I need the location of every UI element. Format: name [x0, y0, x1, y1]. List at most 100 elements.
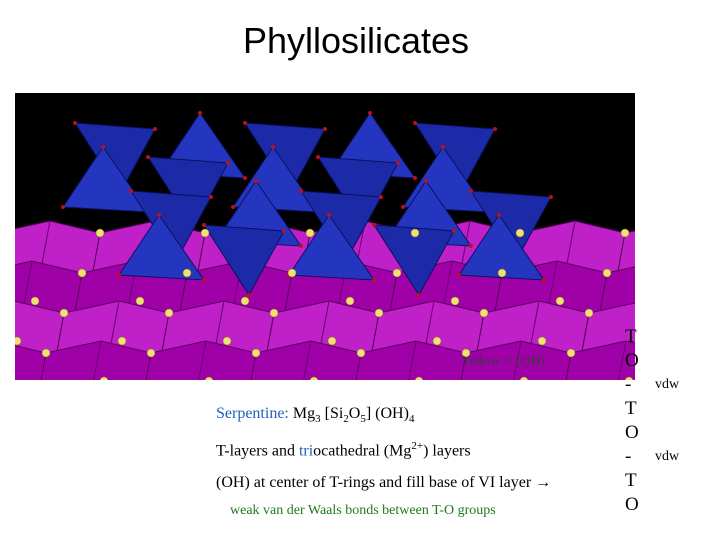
oxygen: [457, 273, 461, 277]
hydroxyl: [117, 336, 127, 346]
layer-label: O: [625, 494, 639, 515]
hydroxyl: [620, 228, 630, 238]
hydroxyl: [479, 308, 489, 318]
oxygen: [101, 145, 105, 149]
oxygen: [413, 121, 417, 125]
hydroxyl: [414, 376, 424, 380]
hydroxyl: [15, 336, 22, 346]
oxygen: [243, 176, 247, 180]
oxygen: [153, 127, 157, 131]
oxygen: [254, 179, 258, 183]
hydroxyl: [59, 308, 69, 318]
structure-image: Yellow = (OH): [15, 93, 635, 380]
stack-row: T: [625, 326, 639, 350]
oxygen: [327, 213, 331, 217]
layer-label: O: [625, 422, 639, 443]
hydroxyl: [287, 268, 297, 278]
oxygen: [202, 223, 206, 227]
octahedron-edge: [408, 340, 417, 380]
hydroxyl: [200, 228, 210, 238]
hydroxyl: [135, 296, 145, 306]
hydroxyl: [519, 376, 529, 380]
stack-row: - vdw: [625, 446, 679, 470]
layer-label: O: [625, 350, 639, 371]
oxygen: [396, 161, 400, 165]
oxygen: [61, 205, 65, 209]
oxygen: [209, 195, 213, 199]
oxygen: [117, 273, 121, 277]
hydroxyl: [584, 308, 594, 318]
hydroxyl: [41, 348, 51, 358]
stack-row: O: [625, 494, 639, 518]
oxygen: [542, 278, 546, 282]
layer-note: vdw: [655, 377, 680, 392]
oxygen: [379, 195, 383, 199]
tetrahedron: [373, 224, 455, 296]
layer-label: -: [625, 446, 632, 467]
hydroxyl: [555, 296, 565, 306]
oxygen: [424, 179, 428, 183]
oxygen: [282, 229, 286, 233]
hydroxyl: [204, 376, 214, 380]
hydroxyl: [309, 376, 319, 380]
layers-line: T-layers and triocathedral (Mg2+) layers: [216, 440, 471, 460]
oxygen: [469, 189, 473, 193]
tetrahedron: [62, 146, 149, 213]
oxygen: [372, 278, 376, 282]
oxygen: [271, 145, 275, 149]
formula-sub: 5: [360, 413, 366, 426]
oxygen: [202, 278, 206, 282]
octahedron: [15, 345, 47, 380]
octahedron-edge: [198, 340, 207, 380]
oxygen: [401, 205, 405, 209]
oxygen: [129, 189, 133, 193]
hydroxyl: [99, 376, 109, 380]
hydroxyl: [356, 348, 366, 358]
hydroxyl: [602, 268, 612, 278]
weak-line: weak van der Waals bonds between T-O gro…: [230, 503, 496, 518]
mineral-name: Serpentine:: [216, 405, 289, 422]
formula-part: ] (OH): [365, 405, 409, 422]
text-part: tri: [298, 442, 314, 460]
hydroxyl: [432, 336, 442, 346]
octahedron-edge: [513, 340, 522, 380]
stack-row: - vdw: [625, 374, 679, 398]
oxygen: [243, 121, 247, 125]
hydroxyl: [410, 228, 420, 238]
oxygen: [493, 127, 497, 131]
hydroxyl: [345, 296, 355, 306]
octahedron-edge: [93, 340, 102, 380]
hydroxyl: [30, 296, 40, 306]
image-caption: Yellow = (OH): [461, 354, 546, 369]
hydroxyl: [240, 296, 250, 306]
text-sup: 2+: [411, 440, 424, 452]
oxygen: [73, 121, 77, 125]
hydroxyl: [374, 308, 384, 318]
tetrahedron: [203, 224, 285, 296]
hydroxyl: [392, 268, 402, 278]
tetrahedron: [458, 214, 545, 281]
tetrahedron: [288, 214, 375, 281]
slide-title: Phyllosilicates: [242, 20, 470, 61]
hydroxyl: [327, 336, 337, 346]
stack-row: O: [625, 422, 639, 446]
oxygen: [469, 244, 473, 248]
formula-sub: 2: [343, 413, 349, 426]
hydroxyl: [515, 228, 525, 238]
text-part: ) layers: [423, 442, 471, 460]
serpentine-line: Serpentine: Mg3 [Si2O5] (OH)4: [216, 405, 414, 425]
oxygen: [157, 213, 161, 217]
hydroxyl: [222, 336, 232, 346]
hydroxyl: [269, 308, 279, 318]
oxygen: [299, 189, 303, 193]
tetrahedron: [147, 156, 229, 228]
hydroxyl: [95, 228, 105, 238]
oxygen: [146, 155, 150, 159]
layer-stack: T O - vdw T O - vdw T O: [625, 326, 679, 518]
layer-label: -: [625, 374, 632, 395]
oxygen: [497, 213, 501, 217]
oxygen: [417, 293, 421, 297]
hydroxyl: [624, 376, 634, 380]
layer-label: T: [625, 326, 637, 347]
